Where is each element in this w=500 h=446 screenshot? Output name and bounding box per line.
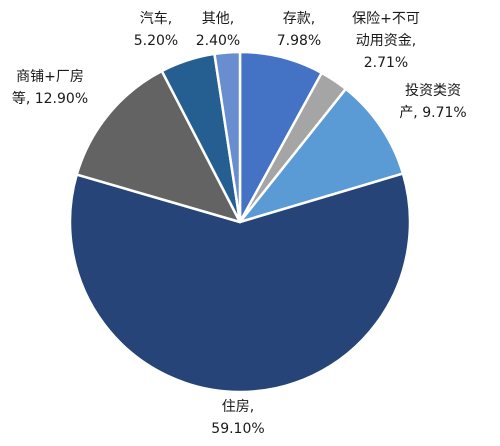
slice-label-deposits: 存款, 7.98% <box>276 11 322 49</box>
pie-slice-other <box>213 50 242 224</box>
slice-label-insurance: 保险+不可 动用资金, 2.71% <box>352 11 420 71</box>
slice-label-shops: 商铺+厂房 等, 12.90% <box>11 69 89 107</box>
pie-slices <box>68 50 412 394</box>
pie-slice-housing <box>68 172 412 394</box>
slice-label-housing: 住房, 59.10% <box>211 399 265 437</box>
pie-slice-investment <box>238 87 405 224</box>
pie-slice-shops <box>75 69 242 224</box>
slice-label-other: 其他, 2.40% <box>195 11 241 49</box>
slice-label-investment: 投资类资 产, 9.71% <box>399 83 467 121</box>
slice-label-car: 汽车, 5.20% <box>133 11 179 49</box>
